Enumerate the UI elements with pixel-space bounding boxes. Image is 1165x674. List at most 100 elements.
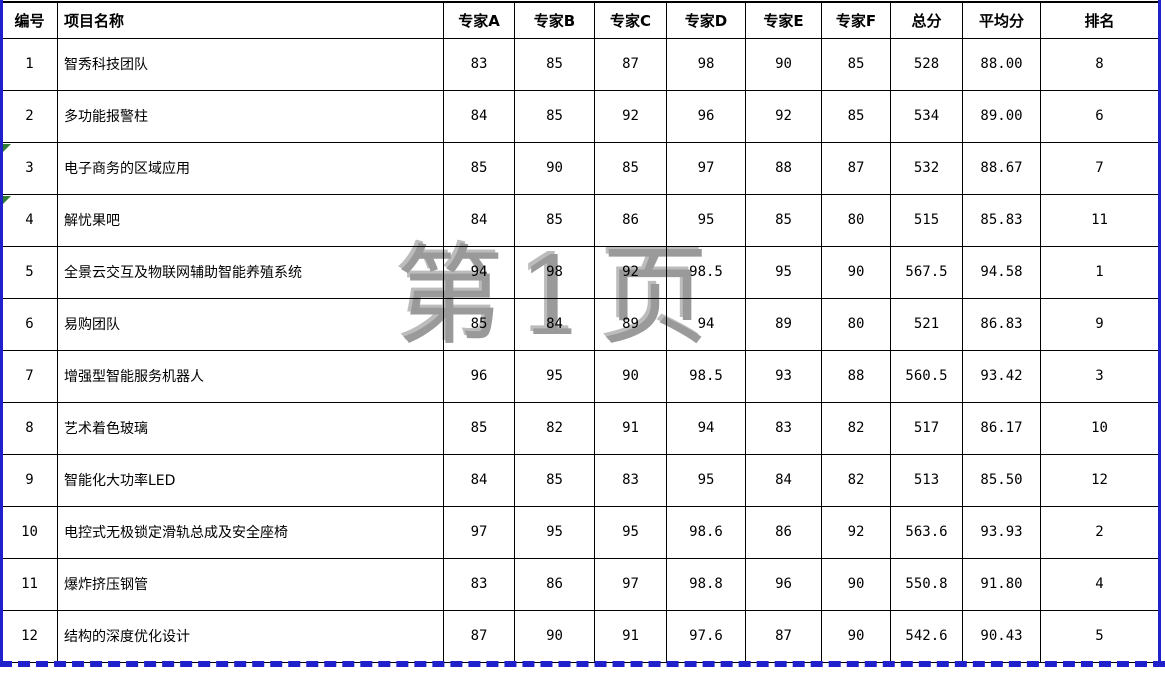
cell-expert-b-score[interactable]: 95 xyxy=(514,505,595,559)
cell-expert-d-score[interactable]: 98.5 xyxy=(666,349,746,403)
cell-average-score[interactable]: 85.50 xyxy=(962,453,1041,507)
cell-total-score[interactable]: 534 xyxy=(890,89,963,143)
column-header-name[interactable]: 项目名称 xyxy=(57,1,444,39)
cell-expert-c-score[interactable]: 87 xyxy=(594,37,667,91)
cell-expert-e-score[interactable]: 85 xyxy=(745,193,822,247)
cell-rank[interactable]: 5 xyxy=(1040,609,1159,663)
cell-id[interactable]: 7 xyxy=(1,349,58,403)
cell-total-score[interactable]: 567.5 xyxy=(890,245,963,299)
cell-id[interactable]: 10 xyxy=(1,505,58,559)
cell-expert-a-score[interactable]: 87 xyxy=(443,609,515,663)
cell-id[interactable]: 8 xyxy=(1,401,58,455)
column-header-expert_b[interactable]: 专家B xyxy=(514,1,595,39)
cell-average-score[interactable]: 93.93 xyxy=(962,505,1041,559)
column-header-rank[interactable]: 排名 xyxy=(1040,1,1159,39)
cell-project-name[interactable]: 解忧果吧 xyxy=(57,193,444,247)
cell-expert-f-score[interactable]: 85 xyxy=(821,37,891,91)
cell-expert-a-score[interactable]: 96 xyxy=(443,349,515,403)
cell-rank[interactable]: 7 xyxy=(1040,141,1159,195)
cell-total-score[interactable]: 550.8 xyxy=(890,557,963,611)
cell-expert-d-score[interactable]: 96 xyxy=(666,89,746,143)
cell-rank[interactable]: 6 xyxy=(1040,89,1159,143)
cell-expert-f-score[interactable]: 82 xyxy=(821,401,891,455)
cell-project-name[interactable]: 多功能报警柱 xyxy=(57,89,444,143)
cell-expert-a-score[interactable]: 97 xyxy=(443,505,515,559)
cell-rank[interactable]: 10 xyxy=(1040,401,1159,455)
cell-expert-e-score[interactable]: 96 xyxy=(745,557,822,611)
cell-rank[interactable]: 3 xyxy=(1040,349,1159,403)
cell-project-name[interactable]: 爆炸挤压钢管 xyxy=(57,557,444,611)
cell-expert-a-score[interactable]: 84 xyxy=(443,193,515,247)
cell-id[interactable]: 5 xyxy=(1,245,58,299)
column-header-expert_c[interactable]: 专家C xyxy=(594,1,667,39)
cell-expert-b-score[interactable]: 82 xyxy=(514,401,595,455)
cell-average-score[interactable]: 86.17 xyxy=(962,401,1041,455)
cell-project-name[interactable]: 增强型智能服务机器人 xyxy=(57,349,444,403)
cell-expert-c-score[interactable]: 95 xyxy=(594,505,667,559)
cell-expert-c-score[interactable]: 90 xyxy=(594,349,667,403)
cell-expert-f-score[interactable]: 80 xyxy=(821,297,891,351)
cell-id[interactable]: 9 xyxy=(1,453,58,507)
cell-expert-b-score[interactable]: 90 xyxy=(514,141,595,195)
cell-expert-c-score[interactable]: 83 xyxy=(594,453,667,507)
cell-project-name[interactable]: 电控式无极锁定滑轨总成及安全座椅 xyxy=(57,505,444,559)
cell-rank[interactable]: 11 xyxy=(1040,193,1159,247)
cell-expert-e-score[interactable]: 86 xyxy=(745,505,822,559)
cell-expert-e-score[interactable]: 93 xyxy=(745,349,822,403)
cell-expert-e-score[interactable]: 90 xyxy=(745,37,822,91)
cell-average-score[interactable]: 93.42 xyxy=(962,349,1041,403)
cell-average-score[interactable]: 88.67 xyxy=(962,141,1041,195)
cell-rank[interactable]: 4 xyxy=(1040,557,1159,611)
column-header-id[interactable]: 编号 xyxy=(1,1,58,39)
cell-average-score[interactable]: 94.58 xyxy=(962,245,1041,299)
cell-expert-c-score[interactable]: 92 xyxy=(594,89,667,143)
cell-project-name[interactable]: 智秀科技团队 xyxy=(57,37,444,91)
cell-total-score[interactable]: 515 xyxy=(890,193,963,247)
cell-id[interactable]: 4 xyxy=(1,193,58,247)
cell-average-score[interactable]: 91.80 xyxy=(962,557,1041,611)
cell-expert-b-score[interactable]: 90 xyxy=(514,609,595,663)
cell-project-name[interactable]: 电子商务的区域应用 xyxy=(57,141,444,195)
cell-expert-a-score[interactable]: 84 xyxy=(443,453,515,507)
cell-expert-a-score[interactable]: 83 xyxy=(443,557,515,611)
cell-expert-f-score[interactable]: 90 xyxy=(821,609,891,663)
cell-expert-f-score[interactable]: 88 xyxy=(821,349,891,403)
cell-total-score[interactable]: 517 xyxy=(890,401,963,455)
cell-total-score[interactable]: 521 xyxy=(890,297,963,351)
cell-expert-d-score[interactable]: 98 xyxy=(666,37,746,91)
cell-expert-f-score[interactable]: 82 xyxy=(821,453,891,507)
cell-id[interactable]: 12 xyxy=(1,609,58,663)
cell-expert-e-score[interactable]: 89 xyxy=(745,297,822,351)
cell-expert-c-score[interactable]: 97 xyxy=(594,557,667,611)
cell-expert-c-score[interactable]: 89 xyxy=(594,297,667,351)
cell-expert-b-score[interactable]: 85 xyxy=(514,89,595,143)
cell-expert-a-score[interactable]: 85 xyxy=(443,297,515,351)
cell-expert-b-score[interactable]: 95 xyxy=(514,349,595,403)
cell-project-name[interactable]: 全景云交互及物联网辅助智能养殖系统 xyxy=(57,245,444,299)
cell-project-name[interactable]: 易购团队 xyxy=(57,297,444,351)
cell-expert-d-score[interactable]: 94 xyxy=(666,401,746,455)
cell-average-score[interactable]: 89.00 xyxy=(962,89,1041,143)
cell-expert-d-score[interactable]: 98.5 xyxy=(666,245,746,299)
cell-id[interactable]: 2 xyxy=(1,89,58,143)
cell-average-score[interactable]: 88.00 xyxy=(962,37,1041,91)
cell-project-name[interactable]: 智能化大功率LED xyxy=(57,453,444,507)
cell-rank[interactable]: 2 xyxy=(1040,505,1159,559)
cell-average-score[interactable]: 86.83 xyxy=(962,297,1041,351)
cell-rank[interactable]: 12 xyxy=(1040,453,1159,507)
cell-id[interactable]: 6 xyxy=(1,297,58,351)
cell-total-score[interactable]: 563.6 xyxy=(890,505,963,559)
cell-average-score[interactable]: 85.83 xyxy=(962,193,1041,247)
cell-expert-a-score[interactable]: 85 xyxy=(443,141,515,195)
cell-expert-e-score[interactable]: 88 xyxy=(745,141,822,195)
cell-expert-c-score[interactable]: 85 xyxy=(594,141,667,195)
column-header-total[interactable]: 总分 xyxy=(890,1,963,39)
cell-expert-d-score[interactable]: 95 xyxy=(666,453,746,507)
column-header-expert_e[interactable]: 专家E xyxy=(745,1,822,39)
cell-expert-b-score[interactable]: 85 xyxy=(514,37,595,91)
cell-expert-e-score[interactable]: 87 xyxy=(745,609,822,663)
cell-expert-a-score[interactable]: 85 xyxy=(443,401,515,455)
cell-total-score[interactable]: 513 xyxy=(890,453,963,507)
cell-project-name[interactable]: 艺术着色玻璃 xyxy=(57,401,444,455)
cell-expert-b-score[interactable]: 98 xyxy=(514,245,595,299)
